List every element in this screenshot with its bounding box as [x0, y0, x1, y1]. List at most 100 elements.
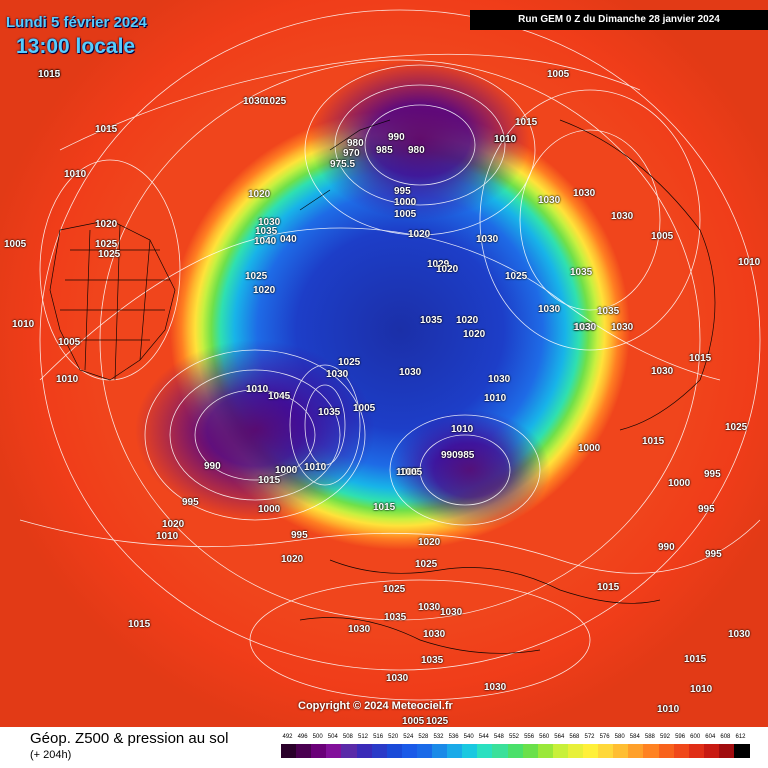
scale-color-swatch	[401, 744, 418, 758]
scale-color-swatch	[432, 744, 448, 758]
pressure-label: 040	[280, 234, 297, 245]
scale-color-swatch	[567, 744, 584, 758]
scale-tick-label: 516	[373, 734, 384, 740]
scale-tick-label: 556	[524, 734, 535, 740]
pressure-label: 1010	[690, 684, 713, 695]
pressure-label: 1010	[156, 531, 179, 542]
scale-color-swatch	[356, 744, 373, 758]
pressure-label: 1029	[427, 259, 450, 270]
pressure-label: 1025	[505, 271, 528, 282]
pressure-label: 1005	[353, 403, 376, 414]
scale-tick-label: 580	[614, 734, 625, 740]
pressure-label: 1020	[281, 554, 304, 565]
legend-title: Géop. Z500 & pression au sol	[30, 730, 229, 747]
copyright-notice: Copyright © 2024 Meteociel.fr	[298, 700, 453, 712]
pressure-label: 990	[658, 542, 675, 553]
scale-tick-label: 608	[720, 734, 731, 740]
pressure-label: 1020	[253, 285, 276, 296]
pressure-label: 1030	[538, 304, 561, 315]
pressure-label: 1025	[98, 249, 121, 260]
pressure-label: 1030	[258, 217, 281, 228]
scale-tick-label: 552	[508, 734, 519, 740]
scale-tick-label: 520	[388, 734, 399, 740]
scale-color-swatch	[673, 744, 690, 758]
model-run-info: Run GEM 0 Z du Dimanche 28 janvier 2024	[470, 10, 768, 30]
pressure-label: 995	[291, 530, 308, 541]
scale-tick-label: 600	[690, 734, 701, 740]
pressure-label: 1030	[611, 322, 634, 333]
pressure-label: 1010	[56, 374, 79, 385]
scale-color-swatch	[296, 744, 312, 758]
scale-color-swatch	[447, 744, 463, 758]
pressure-label: 980	[408, 145, 425, 156]
scale-color-swatch	[507, 744, 524, 758]
scale-tick-label: 584	[629, 734, 640, 740]
scale-color-swatch	[703, 744, 720, 758]
scale-tick-label: 536	[448, 734, 459, 740]
pressure-label: 1010	[451, 424, 474, 435]
pressure-label: 1030	[488, 374, 511, 385]
pressure-label: 995	[394, 186, 411, 197]
pressure-label: 1035	[384, 612, 407, 623]
scale-tick-label: 568	[569, 734, 580, 740]
pressure-label: 1020	[456, 315, 479, 326]
scale-tick-label: 544	[478, 734, 489, 740]
pressure-label: 1030	[399, 367, 422, 378]
pressure-label: 995	[698, 504, 715, 515]
scale-tick-label: 508	[342, 734, 353, 740]
scale-color-swatch	[734, 744, 750, 758]
scale-tick-label: 512	[357, 734, 368, 740]
scale-tick-label: 564	[554, 734, 565, 740]
pressure-label: 1030	[484, 682, 507, 693]
pressure-label: 1005	[4, 239, 27, 250]
scale-color-swatch	[326, 744, 342, 758]
pressure-label: 1005	[396, 467, 419, 478]
pressure-label: 1015	[128, 619, 151, 630]
pressure-label: 1025	[426, 716, 449, 727]
pressure-label: 1010	[64, 169, 87, 180]
pressure-label: 1010	[38, 69, 61, 80]
pressure-label: 1015	[95, 124, 118, 135]
pressure-label: 990	[204, 461, 221, 472]
scale-color-swatch	[281, 744, 297, 758]
scale-color-swatch	[311, 744, 327, 758]
pressure-label: 990985	[441, 450, 475, 461]
pressure-label: 975.5	[330, 159, 356, 170]
pressure-label: 1030	[728, 629, 751, 640]
pressure-label: 1030	[573, 322, 596, 333]
pressure-label: 1020	[463, 329, 486, 340]
scale-tick-label: 588	[644, 734, 655, 740]
pressure-label: 970	[343, 148, 360, 159]
scale-tick-label: 540	[463, 734, 474, 740]
pressure-label: 1030	[386, 673, 409, 684]
scale-tick-label: 524	[403, 734, 414, 740]
scale-tick-label: 500	[312, 734, 323, 740]
pressure-label: 1040	[254, 236, 277, 247]
pressure-label: 1015	[597, 582, 620, 593]
scale-color-swatch	[643, 744, 659, 758]
pressure-label: 1010	[494, 134, 517, 145]
pressure-label: 995	[182, 497, 199, 508]
forecast-local-time: 13:00 locale	[16, 35, 136, 58]
pressure-label: 1030	[651, 366, 674, 377]
color-scale: 492 496 500 504 508 512 516 520 524 528 532 536 540 5…	[281, 734, 750, 764]
forecast-date: Lundi 5 février 2024	[6, 14, 147, 31]
pressure-label: 1020	[248, 189, 271, 200]
scale-tick-label: 532	[433, 734, 444, 740]
pressure-label: 1030	[348, 624, 371, 635]
scale-color-swatch	[477, 744, 493, 758]
scale-color-swatch	[416, 744, 433, 758]
scale-color-swatch	[386, 744, 403, 758]
pressure-label: 1000	[578, 443, 601, 454]
pressure-label: 985	[376, 145, 393, 156]
pressure-label: 1030	[476, 234, 499, 245]
pressure-label: 1015	[684, 654, 707, 665]
scale-color-swatch	[537, 744, 554, 758]
pressure-label: 1010	[304, 462, 327, 473]
pressure-label: 1010	[246, 384, 269, 395]
scale-color-swatch	[341, 744, 357, 758]
scale-tick-label: 572	[584, 734, 595, 740]
pressure-label: 1015	[515, 117, 538, 128]
pressure-label: 1010	[494, 134, 517, 145]
pressure-label: 1020	[436, 264, 459, 275]
